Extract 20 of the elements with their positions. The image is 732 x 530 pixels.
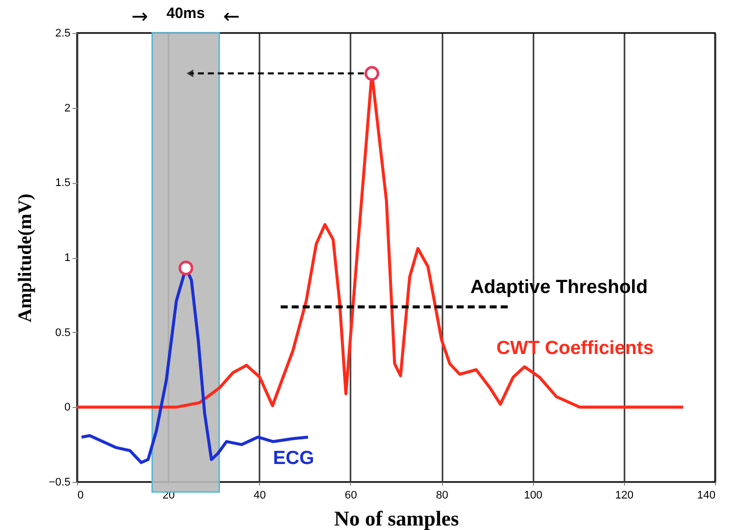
y-tick-label: −0.5 bbox=[48, 476, 70, 488]
y-tick-label: 0.5 bbox=[55, 326, 70, 339]
y-tick-label: 2.5 bbox=[55, 28, 70, 40]
x-tick-label: 120 bbox=[615, 490, 634, 502]
x-tick-label: 60 bbox=[344, 490, 358, 502]
text: ← bbox=[223, 4, 240, 28]
y-tick-label: 1.5 bbox=[55, 177, 70, 190]
series-label: ECG bbox=[273, 448, 314, 469]
x-tick-label: 0 bbox=[78, 490, 84, 502]
x-tick-label: 140 bbox=[697, 490, 716, 502]
y-tick-label: 2 bbox=[64, 102, 70, 114]
y-tick-label: 0 bbox=[64, 402, 70, 414]
band-label: 40ms bbox=[166, 5, 205, 22]
x-tick-label: 100 bbox=[524, 490, 542, 502]
x-tick-label: 40 bbox=[254, 490, 266, 502]
x-tick-label: 80 bbox=[436, 490, 448, 502]
y-tick-label: 1 bbox=[64, 252, 70, 264]
x-axis-title: No of samples bbox=[334, 506, 459, 530]
y-axis-title: Amplitude(mV) bbox=[14, 194, 36, 322]
text: → bbox=[131, 4, 148, 28]
